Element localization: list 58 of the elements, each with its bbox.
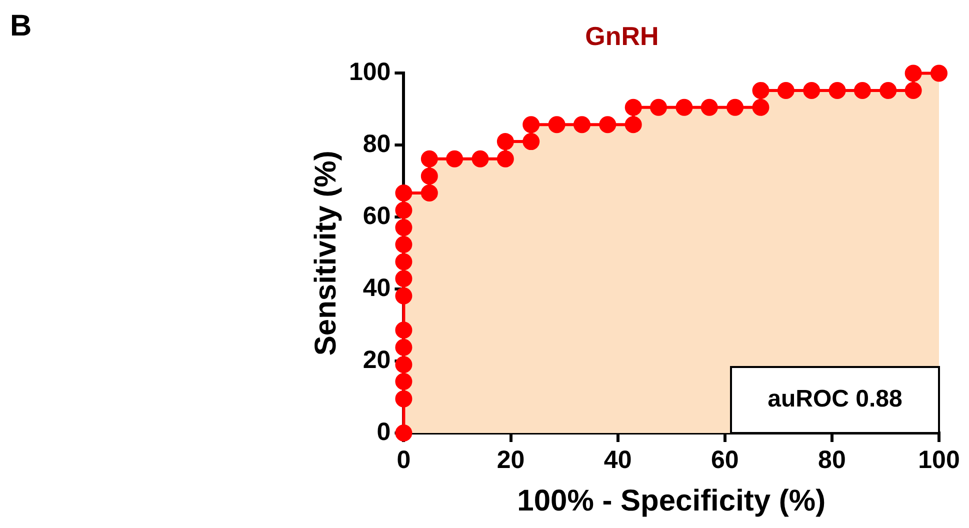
y-tick-label: 100	[348, 58, 391, 86]
y-tick-label: 60	[362, 202, 391, 230]
x-tick-label: 0	[396, 446, 411, 474]
x-axis-title: 100% - Specificity (%)	[517, 484, 826, 518]
point	[700, 98, 718, 116]
point	[420, 150, 438, 168]
point	[395, 287, 412, 304]
point	[395, 338, 412, 356]
x-tick-label: 60	[710, 446, 739, 474]
y-tick-label: 20	[362, 346, 391, 374]
point	[395, 390, 412, 408]
point	[446, 150, 464, 168]
point	[522, 133, 540, 150]
point	[472, 150, 489, 168]
point	[803, 82, 820, 99]
point	[395, 424, 412, 442]
y-tick-label: 40	[362, 274, 391, 302]
point	[395, 236, 412, 253]
point	[496, 133, 514, 150]
point	[395, 253, 412, 270]
x-tick-label: 80	[818, 446, 846, 474]
point	[395, 270, 412, 288]
point	[548, 116, 566, 134]
point	[496, 150, 514, 168]
text: B	[10, 9, 32, 42]
chart-title: GnRH	[585, 20, 659, 51]
point	[650, 98, 668, 116]
point	[522, 116, 540, 134]
point	[828, 82, 846, 99]
point	[854, 82, 871, 99]
point	[880, 82, 897, 99]
x-tick-label: 100	[918, 446, 960, 474]
point	[904, 82, 922, 99]
point	[420, 168, 438, 185]
x-tick-label: 20	[496, 446, 525, 474]
x-tick-label: 40	[604, 446, 632, 474]
point	[395, 356, 412, 374]
point	[395, 184, 412, 202]
y-tick-label: 80	[362, 130, 391, 158]
y-tick-label: 0	[376, 418, 391, 446]
point	[395, 373, 412, 390]
point	[395, 202, 412, 219]
point	[599, 116, 616, 134]
point	[624, 98, 642, 116]
point	[395, 322, 412, 339]
point	[726, 98, 744, 116]
point	[395, 219, 412, 236]
point	[752, 98, 770, 116]
point	[624, 116, 642, 134]
point	[676, 98, 693, 116]
point	[573, 116, 590, 134]
annotation: auROC 0.88	[768, 386, 902, 413]
point	[777, 82, 794, 99]
point	[930, 64, 948, 82]
point	[904, 64, 922, 82]
point	[420, 184, 438, 202]
point	[752, 82, 770, 99]
y-axis-title: Sensitivity (%)	[309, 150, 342, 356]
